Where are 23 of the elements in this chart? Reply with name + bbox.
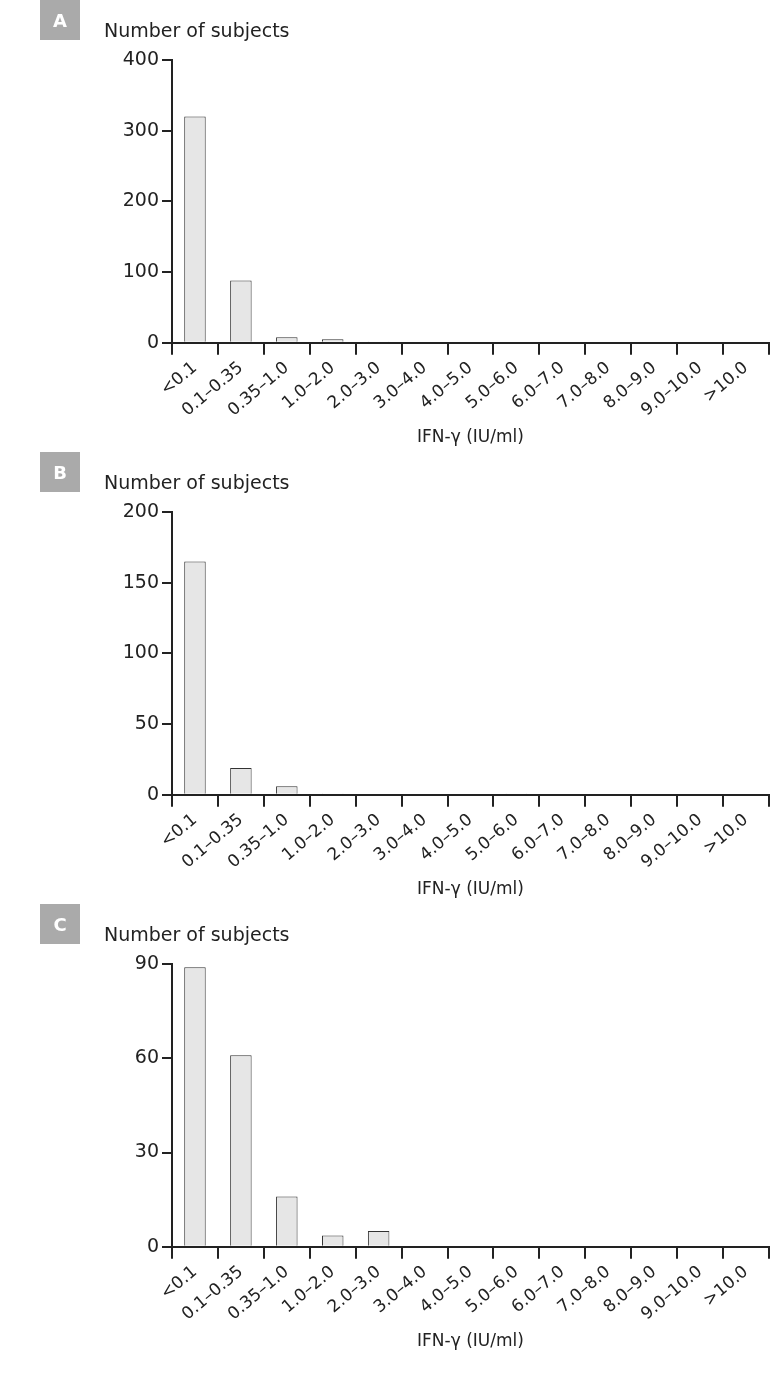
y-tick-label: 100: [122, 640, 159, 663]
y-tick-label: 400: [122, 46, 159, 69]
y-axis-title: Number of subjects: [104, 19, 290, 42]
x-axis-title: IFN-γ (IU/ml): [417, 878, 524, 899]
chart-title: C: [40, 904, 80, 944]
y-tick-label: 0: [146, 781, 159, 804]
y-tick-label: 90: [134, 950, 159, 973]
y-axis-title: Number of subjects: [104, 471, 290, 494]
y-tick-label: 150: [122, 569, 159, 592]
chart-title: B: [40, 452, 80, 492]
x-axis-title: IFN-γ (IU/ml): [417, 1330, 524, 1351]
y-tick-label: 60: [134, 1045, 159, 1068]
y-tick-label: 200: [122, 498, 159, 521]
y-tick-label: 30: [134, 1139, 159, 1162]
y-tick-label: 50: [134, 711, 159, 734]
y-tick-label: 200: [122, 188, 159, 211]
y-tick-label: 100: [122, 259, 159, 282]
y-tick-label: 0: [146, 329, 159, 352]
y-axis-title: Number of subjects: [104, 923, 290, 946]
y-tick-label: 300: [122, 117, 159, 140]
x-axis-title: IFN-γ (IU/ml): [417, 426, 524, 447]
y-tick-label: 0: [146, 1233, 159, 1256]
chart-title: A: [40, 0, 80, 40]
